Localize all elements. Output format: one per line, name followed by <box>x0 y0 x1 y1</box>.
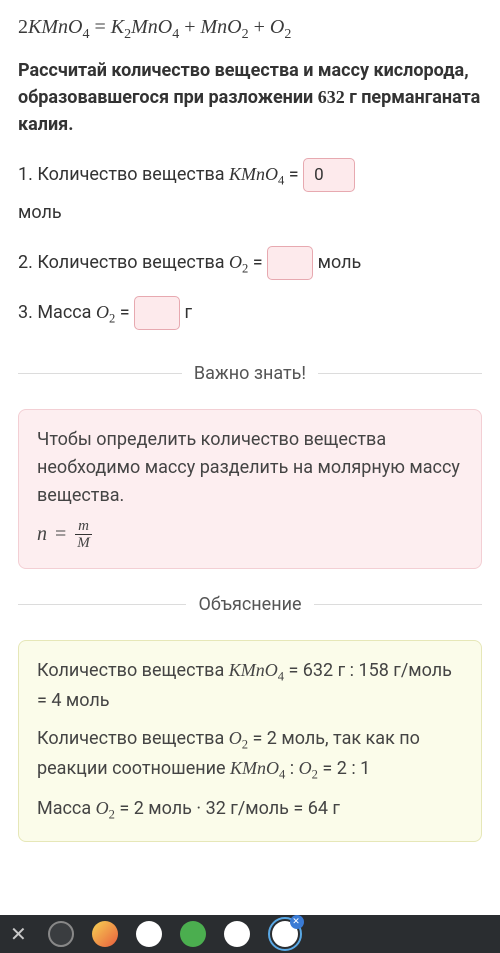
explanation-line-2: Количество вещества O2 = 2 моль, так как… <box>37 725 463 785</box>
hint-box: Чтобы определить количество вещества нео… <box>18 409 482 569</box>
divider-important: Важно знать! <box>18 360 482 387</box>
explanation-line-3: Масса O2 = 2 моль · 32 г/моль = 64 г <box>37 795 463 825</box>
divider-label: Важно знать! <box>194 360 306 387</box>
explanation-box: Количество вещества KMnO4 = 632 г : 158 … <box>18 640 482 842</box>
unit-label: г <box>180 302 192 323</box>
divider-explanation: Объяснение <box>18 591 482 618</box>
explanation-line-1: Количество вещества KMnO4 = 632 г : 158 … <box>37 657 463 715</box>
divider-line <box>18 604 186 605</box>
question-list: 1. Количество вещества KMnO4 = 0 моль 2.… <box>18 156 482 332</box>
input-kmno4-amount[interactable]: 0 <box>303 158 355 192</box>
close-icon[interactable]: ✕ <box>10 919 30 949</box>
app-icon[interactable] <box>136 921 162 947</box>
divider-line <box>314 604 482 605</box>
question-2: 2. Количество вещества O2 = моль <box>18 244 482 282</box>
unit-label: моль <box>18 202 62 223</box>
app-icon[interactable] <box>180 921 206 947</box>
input-o2-mass[interactable] <box>134 296 180 330</box>
chemical-equation: 2KMnO4 = K2MnO4 + MnO2 + O2 <box>18 12 482 45</box>
task-prompt: Рассчитай количество вещества и массу ки… <box>18 57 482 138</box>
divider-label: Объяснение <box>198 591 301 618</box>
hint-text: Чтобы определить количество вещества нео… <box>37 426 463 510</box>
app-icon[interactable] <box>224 921 250 947</box>
unit-label: моль <box>313 252 361 273</box>
input-o2-amount[interactable] <box>267 246 313 280</box>
app-icon-active[interactable]: ✕ <box>268 917 302 951</box>
bottom-app-bar: ✕ ✕ <box>0 915 500 953</box>
question-1: 1. Количество вещества KMnO4 = 0 моль <box>18 156 482 232</box>
divider-line <box>18 373 182 374</box>
app-icon[interactable] <box>48 921 74 947</box>
divider-line <box>318 373 482 374</box>
hint-formula: n = m M <box>37 518 463 552</box>
app-icon[interactable] <box>92 921 118 947</box>
question-3: 3. Масса O2 = г <box>18 294 482 332</box>
